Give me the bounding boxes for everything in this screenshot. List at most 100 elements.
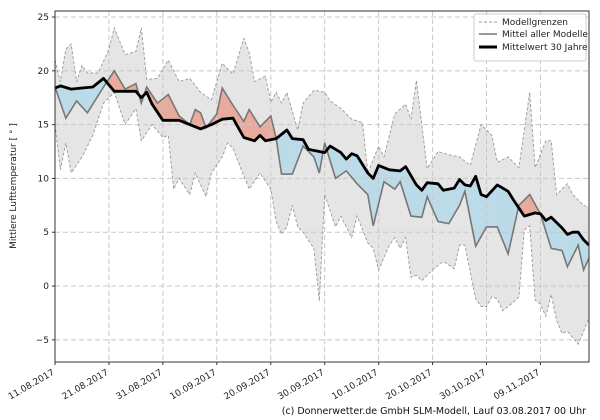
warmer-anomaly-fill [254,117,257,142]
colder-anomaly-fill [551,216,553,249]
colder-anomaly-fill [489,191,491,228]
warmer-anomaly-fill [196,110,199,129]
colder-anomaly-fill [451,188,454,220]
warmer-anomaly-fill [528,194,530,216]
colder-anomaly-fill [560,226,563,251]
colder-anomaly-fill [393,170,396,190]
colder-anomaly-fill [449,188,452,223]
warmer-anomaly-fill [251,113,254,141]
plot-frame [54,10,590,363]
colder-anomaly-fill [88,87,91,112]
warmer-anomaly-fill [166,94,169,121]
colder-anomaly-fill [356,155,359,186]
model-upper-limit-line [54,26,590,208]
colder-anomaly-fill [490,190,493,228]
colder-anomaly-fill [418,187,421,218]
colder-anomaly-fill [79,87,81,106]
colder-anomaly-fill [66,87,69,117]
colder-anomaly-fill [290,135,293,175]
colder-anomaly-fill [285,129,288,175]
x-tick-label: 21.08.2017 [61,368,111,402]
colder-anomaly-fill [433,183,436,216]
x-tick-label: 31.08.2017 [115,368,165,402]
x-tick-label: 30.09.2017 [277,368,327,402]
colder-anomaly-fill [568,233,571,265]
colder-anomaly-fill [355,155,358,185]
colder-anomaly-fill [443,189,445,224]
colder-anomaly-fill [476,180,479,245]
legend-label: Mittel aller Modelle [502,30,588,40]
colder-anomaly-fill [555,220,557,250]
model-mean-line [54,69,590,273]
warmer-anomaly-fill [265,119,267,142]
x-tick-label: 10.09.2017 [169,368,219,402]
warmer-anomaly-fill [224,91,227,120]
x-tick-label: 30.10.2017 [438,368,488,402]
warmer-anomaly-fill [197,110,200,129]
colder-anomaly-fill [487,193,490,228]
colder-anomaly-fill [389,169,391,187]
colder-anomaly-fill [493,187,495,228]
y-tick-label: 5 [43,228,49,238]
colder-anomaly-fill [410,175,413,217]
warmer-anomaly-fill [266,118,269,141]
warmer-anomaly-fill [525,196,528,216]
colder-anomaly-fill [583,239,586,270]
colder-anomaly-fill [453,185,456,216]
colder-anomaly-fill [417,185,420,218]
colder-anomaly-fill [337,150,340,177]
colder-anomaly-fill [499,186,502,238]
colder-anomaly-fill [439,184,441,223]
colder-anomaly-fill [84,87,87,112]
y-tick-label: 15 [38,121,49,131]
colder-anomaly-fill [352,153,355,182]
colder-anomaly-fill [440,186,443,223]
colder-anomaly-fill [475,176,478,247]
colder-anomaly-fill [445,189,448,224]
warmer-anomaly-fill [524,198,526,217]
y-tick-label: −5 [36,336,49,346]
x-tick-label: 20.09.2017 [223,368,273,402]
colder-anomaly-fill [505,189,507,251]
y-axis-label: Mittlere Lufttemperatur [ ° ] [9,123,19,249]
x-tick-label: 20.10.2017 [384,368,434,402]
warmer-anomaly-fill [226,93,228,120]
colder-anomaly-fill [87,87,89,114]
colder-anomaly-fill [556,222,559,250]
colder-anomaly-fill [444,189,447,224]
y-tick-label: 25 [38,13,49,23]
climatology-30y-line [54,77,590,247]
y-tick-label: 0 [43,282,49,292]
colder-anomaly-fill [85,87,88,114]
colder-anomaly-fill [437,183,440,222]
colder-anomaly-fill [383,167,386,183]
warmer-anomaly-fill [250,111,253,141]
colder-anomaly-fill [286,129,289,175]
colder-anomaly-fill [495,184,498,228]
colder-anomaly-fill [447,188,449,224]
colder-anomaly-fill [483,195,486,233]
colder-anomaly-fill [335,149,338,179]
model-lower-limit-line [54,91,590,345]
colder-anomaly-fill [391,169,394,189]
x-tick-label: 11.08.2017 [7,368,57,402]
colder-anomaly-fill [441,188,444,223]
colder-anomaly-fill [350,153,352,178]
colder-anomaly-fill [65,87,68,119]
colder-anomaly-fill [284,130,286,175]
colder-anomaly-fill [557,223,560,251]
legend-label: Mittelwert 30 Jahre [502,43,588,53]
colder-anomaly-fill [83,87,85,111]
colder-anomaly-fill [68,88,71,115]
warmer-anomaly-fill [164,96,166,121]
colder-anomaly-fill [553,219,556,250]
colder-anomaly-fill [480,194,483,238]
colder-anomaly-fill [559,224,561,251]
colder-anomaly-fill [386,168,389,185]
colder-anomaly-fill [506,190,509,254]
colder-anomaly-fill [491,188,494,228]
colder-anomaly-fill [387,168,390,186]
colder-anomaly-fill [507,190,510,254]
colder-anomaly-fill [482,194,485,235]
